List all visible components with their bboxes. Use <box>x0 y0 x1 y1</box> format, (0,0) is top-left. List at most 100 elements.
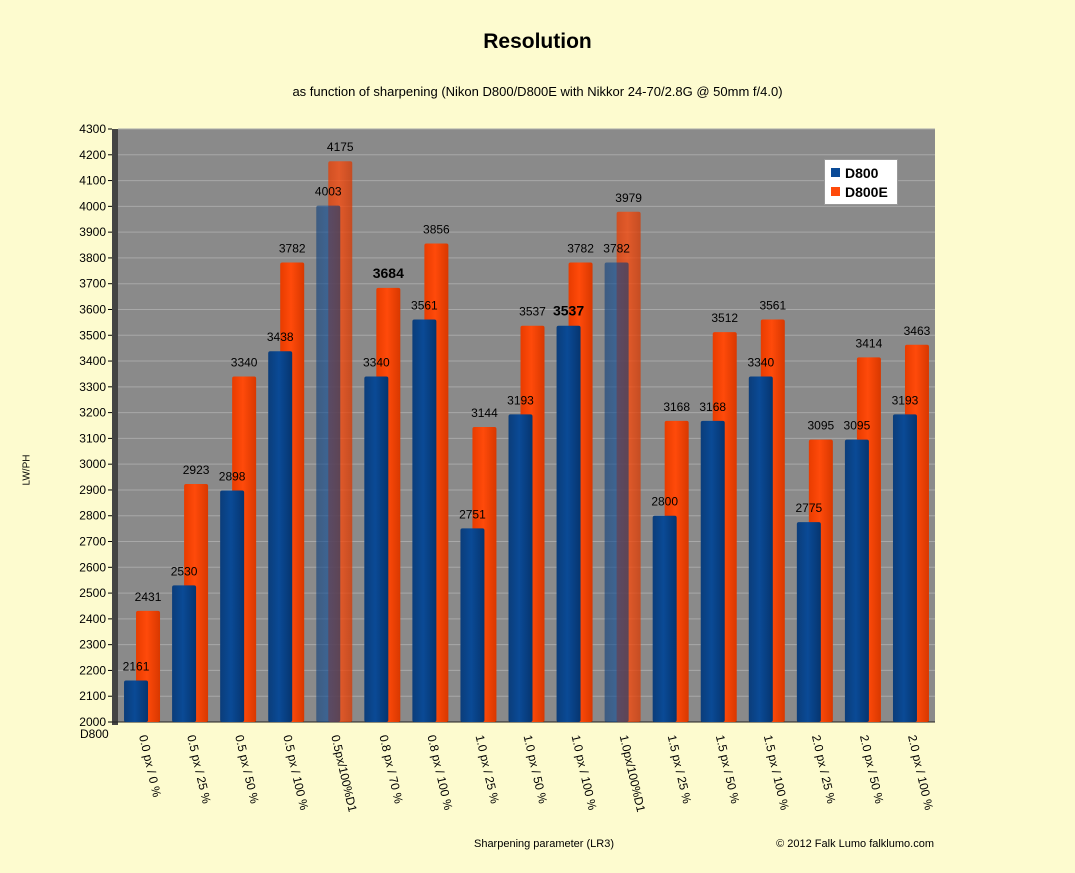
x-tick-label-0-5-px-100: 0.5 px / 100 % <box>280 734 311 812</box>
bar-d800-1-0-px-100 <box>556 325 581 722</box>
legend-label-d800e: D800E <box>845 183 888 200</box>
data-label-d800-2-0-px-25: 2775 <box>796 501 823 515</box>
data-label-d800-1-0-px-50: 3193 <box>507 393 534 407</box>
y-tick-label: 3700 <box>79 277 106 291</box>
y-tick-label: 3400 <box>79 354 106 368</box>
data-label-d800e-2-0-px-50: 3414 <box>856 336 883 350</box>
data-label-d800-0-8-px-100: 3561 <box>411 299 438 313</box>
data-label-d800e-1-0-px-25: 3144 <box>471 406 498 420</box>
y-tick-label: 2700 <box>79 535 106 549</box>
x-tick-label-0-8-px-70: 0.8 px / 70 % <box>376 734 405 806</box>
x-tick-label-1-0-px-100: 1.0 px / 100 % <box>569 734 600 812</box>
data-label-d800e-0-5px-100-d1: 4175 <box>327 140 354 154</box>
data-label-d800-1-0-px-100: 3537 <box>553 303 584 319</box>
data-label-d800e-0-5-px-50: 3340 <box>231 356 258 370</box>
data-label-d800e-0-5-px-100: 3782 <box>279 242 306 256</box>
data-label-d800e-0-0-px-0: 2431 <box>135 590 162 604</box>
copyright-credit: © 2012 Falk Lumo falklumo.com <box>776 838 934 850</box>
y-tick-label: 3600 <box>79 302 106 316</box>
data-label-d800e-1-0-px-50: 3537 <box>519 305 546 319</box>
x-tick-label-0-0-px-0: 0.0 px / 0 % <box>136 734 164 799</box>
x-tick-label-0-5-px-50: 0.5 px / 50 % <box>232 734 261 806</box>
x-axis-label: Sharpening parameter (LR3) <box>473 838 615 850</box>
y-tick-label: 2200 <box>79 663 106 677</box>
chart-subtitle: as function of sharpening (Nikon D800/D8… <box>292 84 783 99</box>
y-tick-label: 4100 <box>79 174 106 188</box>
x-tick-label-0-5-px-25: 0.5 px / 25 % <box>184 734 213 806</box>
y-tick-label: 3800 <box>79 251 106 265</box>
bar-d800-1-5-px-50 <box>700 420 725 722</box>
y-tick-label: 2000 <box>79 715 106 729</box>
data-label-d800e-1-0-px-100: 3782 <box>567 242 594 256</box>
data-label-d800-0-5px-100-d1: 4003 <box>315 185 342 199</box>
data-label-d800e-0-8-px-70: 3684 <box>373 265 404 281</box>
y-tick-label: 2800 <box>79 509 106 523</box>
data-label-d800-0-8-px-70: 3340 <box>363 356 390 370</box>
bar-d800-1-0-px-25 <box>460 528 485 722</box>
bar-d800-0-0-px-0 <box>124 680 149 722</box>
bar-d800-0-8-px-100 <box>412 319 437 722</box>
y-tick-label: 4300 <box>79 122 106 136</box>
corner-label: D800 <box>80 727 109 741</box>
data-label-d800-0-5-px-100: 3438 <box>267 330 294 344</box>
data-label-d800-1-5-px-100: 3340 <box>747 356 774 370</box>
bar-d800-2-0-px-50 <box>844 439 869 722</box>
y-tick-label: 2300 <box>79 638 106 652</box>
data-label-d800-1-0-px-25: 2751 <box>459 507 486 521</box>
bar-d800-0-5px-100-d1 <box>316 205 341 722</box>
y-tick-label: 3900 <box>79 225 106 239</box>
data-label-d800-2-0-px-100: 3193 <box>892 393 919 407</box>
y-tick-label: 2100 <box>79 689 106 703</box>
legend-label-d800: D800 <box>845 164 879 181</box>
x-tick-label-1-5-px-25: 1.5 px / 25 % <box>665 734 694 806</box>
y-tick-label: 2900 <box>79 483 106 497</box>
bar-d800-1-0-px-50 <box>508 414 533 722</box>
y-tick-label: 2600 <box>79 560 106 574</box>
x-tick-label-0-5px-100-d1: 0.5px/100%D1 <box>328 734 359 814</box>
x-tick-label-2-0-px-50: 2.0 px / 50 % <box>857 734 886 806</box>
y-tick-label: 4000 <box>79 199 106 213</box>
data-label-d800-0-0-px-0: 2161 <box>123 659 150 673</box>
bar-d800-2-0-px-25 <box>796 522 821 722</box>
chart-title: Resolution <box>483 30 592 53</box>
bar-d800-0-5-px-50 <box>220 490 245 722</box>
x-tick-label-2-0-px-25: 2.0 px / 25 % <box>809 734 838 806</box>
x-tick-label-1-5-px-50: 1.5 px / 50 % <box>713 734 742 806</box>
data-label-d800e-1-5-px-50: 3512 <box>711 311 738 325</box>
y-tick-label: 4200 <box>79 148 106 162</box>
legend-item-d800: D800 <box>831 163 891 182</box>
x-tick-label-1-0-px-50: 1.0 px / 50 % <box>521 734 550 806</box>
y-tick-label: 3100 <box>79 431 106 445</box>
data-label-d800e-0-8-px-100: 3856 <box>423 222 450 236</box>
data-label-d800-0-5-px-50: 2898 <box>219 469 246 483</box>
data-label-d800e-1-0px-100-d1: 3979 <box>615 191 642 205</box>
y-tick-label: 2400 <box>79 612 106 626</box>
bar-d800-0-8-px-70 <box>364 376 389 722</box>
data-label-d800-1-5-px-50: 3168 <box>699 400 726 414</box>
y-tick-label: 3200 <box>79 406 106 420</box>
data-label-d800-2-0-px-50: 3095 <box>844 419 871 433</box>
x-tick-label-1-0px-100-d1: 1.0px/100%D1 <box>617 734 648 814</box>
legend-swatch-d800 <box>831 168 840 177</box>
legend: D800 D800E <box>824 159 898 205</box>
bar-d800-0-5-px-25 <box>172 585 197 722</box>
data-label-d800e-0-5-px-25: 2923 <box>183 463 210 477</box>
legend-item-d800e: D800E <box>831 182 891 201</box>
plot-wall <box>112 129 118 725</box>
x-tick-label-0-8-px-100: 0.8 px / 100 % <box>424 734 455 812</box>
bar-d800-1-0px-100-d1 <box>604 262 629 722</box>
data-label-d800e-1-5-px-25: 3168 <box>663 400 690 414</box>
data-label-d800e-2-0-px-25: 3095 <box>808 419 835 433</box>
x-tick-label-1-5-px-100: 1.5 px / 100 % <box>761 734 792 812</box>
x-tick-label-2-0-px-100: 2.0 px / 100 % <box>905 734 936 812</box>
y-tick-label: 3300 <box>79 380 106 394</box>
bar-d800-2-0-px-100 <box>892 414 917 722</box>
y-tick-label: 3000 <box>79 457 106 471</box>
bar-d800-0-5-px-100 <box>268 351 293 722</box>
x-tick-label-1-0-px-25: 1.0 px / 25 % <box>473 734 502 806</box>
y-tick-label: 3500 <box>79 328 106 342</box>
data-label-d800-0-5-px-25: 2530 <box>171 564 198 578</box>
data-label-d800-1-5-px-25: 2800 <box>651 495 678 509</box>
y-tick-label: 2500 <box>79 586 106 600</box>
